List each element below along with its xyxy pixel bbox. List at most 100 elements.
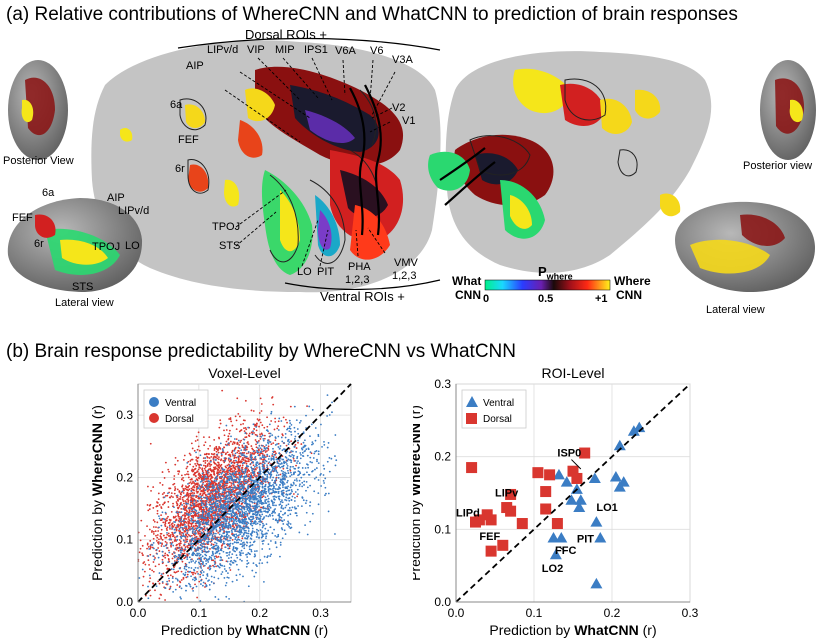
ventral-point [221, 467, 224, 470]
roi-tpoj: TPOJ [212, 221, 241, 233]
ventral-point [205, 496, 208, 499]
ventral-point [239, 452, 242, 455]
ventral-point [317, 453, 320, 455]
ventral-point [203, 478, 206, 481]
ventral-point [264, 496, 267, 499]
dorsal-point [198, 449, 201, 452]
ventral-point [250, 475, 252, 478]
ventral-point [237, 439, 240, 442]
dorsal-point [197, 468, 200, 471]
dorsal-point [154, 565, 157, 568]
ventral-point [175, 511, 178, 514]
scatter-points [137, 389, 338, 603]
dorsal-point [215, 565, 217, 568]
roi-v6a: V6A [335, 45, 356, 57]
dorsal-point [209, 523, 212, 525]
ventral-point [259, 472, 262, 475]
dorsal-point [164, 552, 167, 555]
ventral-point [208, 482, 210, 485]
ventral-point [263, 455, 266, 458]
ventral-point [196, 527, 199, 530]
ventral-point [240, 476, 242, 479]
dorsal-point [149, 546, 152, 549]
dorsal-point [190, 442, 193, 445]
ventral-point [228, 513, 231, 515]
dorsal-point [228, 429, 231, 432]
dorsal-point [241, 466, 244, 469]
dorsal-point [153, 520, 156, 523]
ventral-point [305, 511, 308, 514]
dorsal-point [190, 523, 193, 526]
ventral-point [266, 505, 269, 508]
ventral-point [206, 498, 209, 501]
ventral-point [216, 484, 219, 487]
dorsal-point [213, 449, 216, 451]
ventral-point [161, 550, 164, 553]
ventral-point [274, 444, 277, 446]
ventral-point [270, 459, 273, 461]
ventral-point [243, 531, 246, 534]
ventral-point [264, 502, 267, 504]
ventral-point [266, 478, 268, 480]
dorsal-point [175, 515, 177, 518]
lat-aip: AIP [107, 192, 125, 204]
ventral-point [290, 489, 293, 491]
dorsal-point [183, 550, 185, 552]
dorsal-point [167, 506, 170, 508]
ventral-point [303, 439, 306, 442]
dorsal-point [166, 494, 169, 497]
dorsal-point [192, 465, 195, 468]
dorsal-point [206, 490, 209, 493]
dorsal-point [149, 594, 152, 597]
ventral-point [197, 495, 200, 498]
dorsal-point [154, 530, 157, 533]
ventral-point [226, 536, 229, 539]
ventral-point [306, 486, 309, 489]
ventral-point [200, 504, 203, 507]
dorsal-point [233, 462, 236, 465]
ventral-point [213, 545, 216, 548]
ventral-rois-label: Ventral ROIs + [320, 289, 405, 304]
ventral-point [287, 458, 290, 461]
ventral-point [227, 504, 230, 506]
ventral-point [267, 500, 270, 503]
ventral-point [304, 502, 307, 505]
colorbar-title-p: P [538, 264, 547, 279]
ventral-point [292, 481, 295, 484]
ventral-point [247, 477, 250, 480]
dorsal-point [141, 544, 144, 547]
dorsal-point [174, 486, 176, 488]
dorsal-point [224, 453, 227, 456]
ventral-point [191, 546, 194, 549]
ventral-point [297, 432, 300, 435]
posterior-view-left-label: Posterior View [3, 155, 74, 167]
ventral-point [161, 511, 164, 514]
ventral-point [265, 460, 268, 463]
ventral-point [213, 563, 216, 566]
dorsal-point [220, 545, 223, 547]
dorsal-point [223, 429, 225, 432]
ventral-point [271, 500, 274, 503]
dorsal-rois-label: Dorsal ROIs + [245, 27, 327, 42]
ventral-point [223, 577, 226, 579]
colorbar-what-2: CNN [455, 288, 481, 302]
dorsal-point [201, 494, 204, 496]
ventral-point [192, 586, 195, 589]
ventral-point [268, 484, 271, 487]
ventral-point [215, 477, 218, 480]
ventral-point [273, 470, 276, 472]
dorsal-point [263, 426, 266, 429]
ventral-point [282, 492, 285, 495]
ventral-point [167, 492, 169, 495]
dorsal-point [162, 521, 165, 524]
ventral-point [199, 539, 202, 542]
dorsal-point [208, 453, 210, 455]
dorsal-point [247, 441, 249, 443]
dorsal-point [193, 482, 196, 484]
ventral-point [167, 561, 170, 564]
ventral-point [202, 503, 205, 505]
dorsal-point [191, 502, 194, 505]
ventral-point [258, 505, 260, 508]
dorsal-point [266, 416, 268, 419]
dorsal-point [228, 444, 230, 446]
